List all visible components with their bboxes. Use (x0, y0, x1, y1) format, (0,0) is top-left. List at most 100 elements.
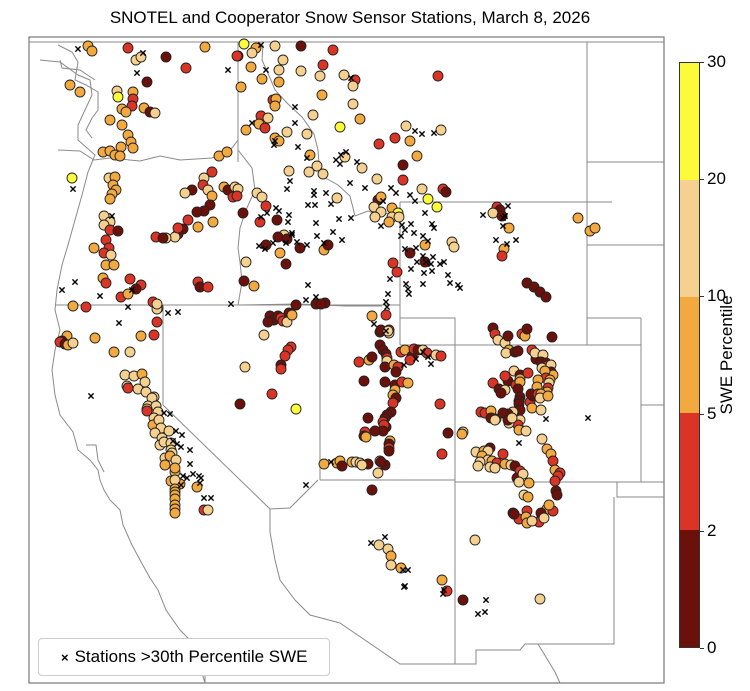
x-marker-icon (115, 319, 123, 327)
station-dot (317, 168, 329, 180)
x-marker-icon (311, 201, 319, 209)
x-marker-icon (401, 245, 409, 253)
x-marker-icon (186, 460, 194, 468)
colorbar-tick-20: 20 (707, 169, 726, 188)
station-dot (358, 375, 370, 387)
map-title: SNOTEL and Cooperator Snow Sensor Statio… (109, 8, 591, 27)
x-marker-icon (377, 222, 385, 230)
station-dot (508, 508, 520, 520)
station-dot (237, 207, 249, 219)
station-dot (169, 462, 181, 474)
station-dot (141, 76, 153, 88)
station-dot (389, 132, 401, 144)
x-marker-icon (428, 267, 436, 275)
x-marker-icon (424, 353, 432, 361)
station-dot (353, 356, 365, 368)
colorbar-label: SWE Percentile (717, 295, 736, 415)
station-dot (354, 113, 366, 125)
x-marker-icon (499, 214, 507, 222)
station-dot (199, 41, 211, 53)
station-dot (375, 456, 387, 468)
x-marker-icon (283, 185, 291, 193)
station-dot (127, 142, 139, 154)
x-marker-icon (474, 610, 482, 618)
station-dot (256, 73, 268, 85)
station-dot (400, 120, 412, 132)
station-dot (207, 216, 219, 228)
station-dot (551, 489, 563, 501)
station-dot (269, 100, 281, 112)
station-dot (379, 376, 391, 388)
station-dot (295, 65, 307, 77)
x-marker-icon (401, 226, 409, 234)
station-dot (202, 281, 214, 293)
station-dot (303, 166, 315, 178)
x-marker-icon (400, 361, 408, 369)
station-dot (383, 445, 395, 457)
station-dot (191, 206, 203, 218)
x-marker-icon (288, 229, 296, 237)
station-dot (419, 256, 431, 268)
colorbar-tick-5: 5 (707, 404, 717, 423)
x-marker-icon (499, 222, 507, 230)
station-dot (497, 448, 509, 460)
station-dot (457, 594, 469, 606)
station-dot (549, 475, 561, 487)
x-marker-icon (411, 127, 419, 135)
station-dot (274, 247, 286, 259)
colorbar-bin-20-30 (680, 63, 699, 180)
x-marker-icon (69, 185, 77, 193)
station-dot (234, 398, 246, 410)
station-dot (294, 242, 306, 254)
x-marker-icon (282, 239, 290, 247)
station-dot (307, 109, 319, 121)
x-marker-icon (346, 179, 354, 187)
x-marker-icon (399, 566, 407, 574)
station-dot (80, 301, 92, 313)
station-dot (469, 534, 481, 546)
x-marker-icon (196, 479, 204, 487)
station-dot (316, 89, 328, 101)
x-marker-icon (397, 232, 405, 240)
x-marker-icon (412, 355, 420, 363)
station-dot (240, 124, 252, 136)
x-marker-icon (108, 212, 116, 220)
x-marker-icon (58, 286, 66, 294)
x-marker-icon (382, 298, 390, 306)
station-dot (526, 515, 538, 527)
x-marker-icon (178, 431, 186, 439)
x-marker-icon (367, 539, 375, 547)
station-dot (422, 193, 434, 205)
station-dot (301, 128, 313, 140)
x-marker-icon (410, 229, 418, 237)
x-marker-icon (286, 177, 294, 185)
station-dot (192, 221, 204, 233)
x-marker-icon (337, 151, 345, 159)
station-dot (369, 425, 381, 437)
x-marker-icon (291, 119, 299, 127)
station-dot (369, 211, 381, 223)
station-dot (105, 249, 117, 261)
station-dot (448, 241, 460, 253)
x-marker-icon (429, 253, 437, 261)
station-dot (67, 337, 79, 349)
station-dot (380, 309, 392, 321)
colorbar-tick-10: 10 (707, 286, 726, 305)
station-dot (202, 504, 214, 516)
station-dot (366, 484, 378, 496)
station-dot (434, 398, 446, 410)
station-dot (120, 106, 132, 118)
station-dot (135, 330, 147, 342)
station-dot (472, 460, 484, 472)
station-dot (535, 404, 547, 416)
station-dot (502, 330, 514, 342)
x-marker-icon (164, 309, 172, 317)
station-dot (151, 298, 163, 310)
station-dot (108, 346, 120, 358)
x-marker-icon (436, 260, 444, 268)
x-marker-icon (304, 201, 312, 209)
station-dot (272, 231, 284, 243)
x-marker-icon (285, 211, 293, 219)
x-marker-icon (96, 292, 104, 300)
station-dot (540, 291, 552, 303)
